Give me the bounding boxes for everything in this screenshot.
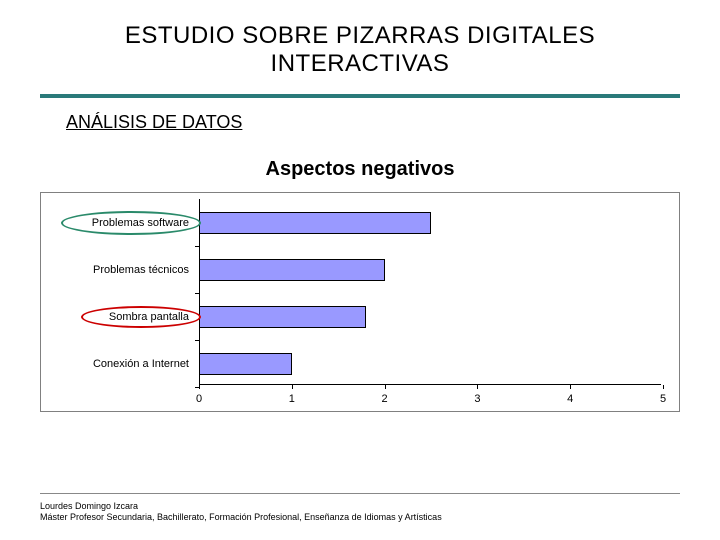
bar: [199, 259, 385, 281]
bar: [199, 212, 431, 234]
slide: ESTUDIO SOBRE PIZARRAS DIGITALES INTERAC…: [0, 0, 720, 540]
y-tick: [195, 340, 199, 341]
section-heading: ANÁLISIS DE DATOS: [66, 112, 242, 133]
chart-box: Problemas softwareProblemas técnicosSomb…: [40, 192, 680, 412]
y-tick: [195, 246, 199, 247]
footer-author: Lourdes Domingo Izcara: [40, 501, 442, 513]
x-tick-label: 1: [289, 393, 295, 405]
x-tick-label: 2: [382, 393, 388, 405]
x-tick-label: 5: [660, 393, 666, 405]
x-tick: [477, 385, 478, 389]
footer-program: Máster Profesor Secundaria, Bachillerato…: [40, 512, 442, 524]
category-label: Problemas técnicos: [39, 264, 199, 276]
title-rule: [40, 94, 680, 98]
bar: [199, 353, 292, 375]
slide-title: ESTUDIO SOBRE PIZARRAS DIGITALES INTERAC…: [0, 22, 720, 78]
y-tick: [195, 293, 199, 294]
x-tick-label: 4: [567, 393, 573, 405]
highlight-sombra: [81, 306, 201, 328]
x-tick: [385, 385, 386, 389]
x-tick-label: 0: [196, 393, 202, 405]
x-tick: [292, 385, 293, 389]
x-axis: [199, 384, 661, 385]
bar: [199, 306, 366, 328]
highlight-software: [61, 211, 201, 235]
chart-title: Aspectos negativos: [0, 158, 720, 181]
title-line2: INTERACTIVAS: [0, 50, 720, 78]
category-label: Conexión a Internet: [39, 358, 199, 370]
footer: Lourdes Domingo Izcara Máster Profesor S…: [40, 501, 442, 524]
x-tick: [663, 385, 664, 389]
x-tick: [199, 385, 200, 389]
footer-rule: [40, 493, 680, 494]
chart-plot: Problemas softwareProblemas técnicosSomb…: [199, 199, 661, 385]
x-tick-label: 3: [474, 393, 480, 405]
x-tick: [570, 385, 571, 389]
title-line1: ESTUDIO SOBRE PIZARRAS DIGITALES: [125, 22, 595, 49]
